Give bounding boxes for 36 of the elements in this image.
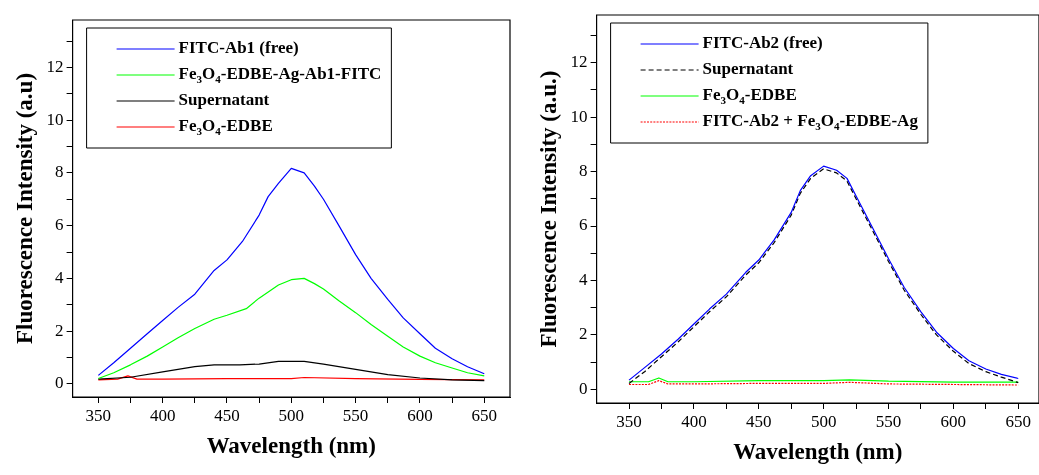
y-tick-label: 6 bbox=[579, 215, 588, 235]
y-tick-label: 8 bbox=[55, 162, 64, 182]
x-axis-title: Wavelength (nm) bbox=[206, 433, 376, 459]
y-tick-label: 12 bbox=[46, 56, 64, 76]
y-tick-label: 4 bbox=[579, 269, 589, 289]
y-tick-label: 0 bbox=[55, 373, 64, 393]
y-tick-label: 12 bbox=[570, 52, 588, 72]
y-tick-label: 8 bbox=[579, 161, 588, 181]
x-tick-label: 550 bbox=[875, 411, 902, 431]
x-tick-label: 400 bbox=[149, 405, 176, 425]
x-tick-label: 400 bbox=[681, 411, 707, 431]
y-axis-title: Fluorescence Intensity (a.u) bbox=[11, 72, 37, 345]
y-tick-label: 4 bbox=[55, 267, 65, 287]
x-tick-label: 600 bbox=[407, 405, 433, 425]
x-tick-label: 350 bbox=[616, 411, 642, 431]
x-tick-label: 350 bbox=[85, 405, 112, 425]
y-tick-label: 6 bbox=[55, 215, 64, 235]
x-tick-label: 450 bbox=[746, 411, 772, 431]
x-tick-label: 500 bbox=[278, 405, 305, 425]
x-tick-label: 550 bbox=[342, 405, 369, 425]
x-tick-label: 650 bbox=[471, 405, 498, 425]
x-tick-label: 650 bbox=[1005, 411, 1031, 431]
y-tick-label: 2 bbox=[579, 324, 588, 344]
y-tick-label: 0 bbox=[579, 378, 588, 398]
legend-label: FITC-Ab2 (free) bbox=[702, 33, 823, 53]
legend-label: Supernatant bbox=[702, 59, 794, 79]
legend-label: Supernatant bbox=[178, 90, 270, 110]
x-tick-label: 450 bbox=[214, 405, 240, 425]
y-tick-label: 10 bbox=[46, 109, 64, 129]
y-tick-label: 2 bbox=[55, 320, 64, 340]
y-axis-title: Fluorescence Intensity (a.u.) bbox=[535, 70, 561, 348]
x-tick-label: 500 bbox=[810, 411, 837, 431]
x-tick-label: 600 bbox=[940, 411, 967, 431]
y-tick-label: 10 bbox=[570, 106, 588, 126]
legend-label: FITC-Ab1 (free) bbox=[178, 38, 299, 58]
x-axis-title: Wavelength (nm) bbox=[733, 439, 903, 465]
